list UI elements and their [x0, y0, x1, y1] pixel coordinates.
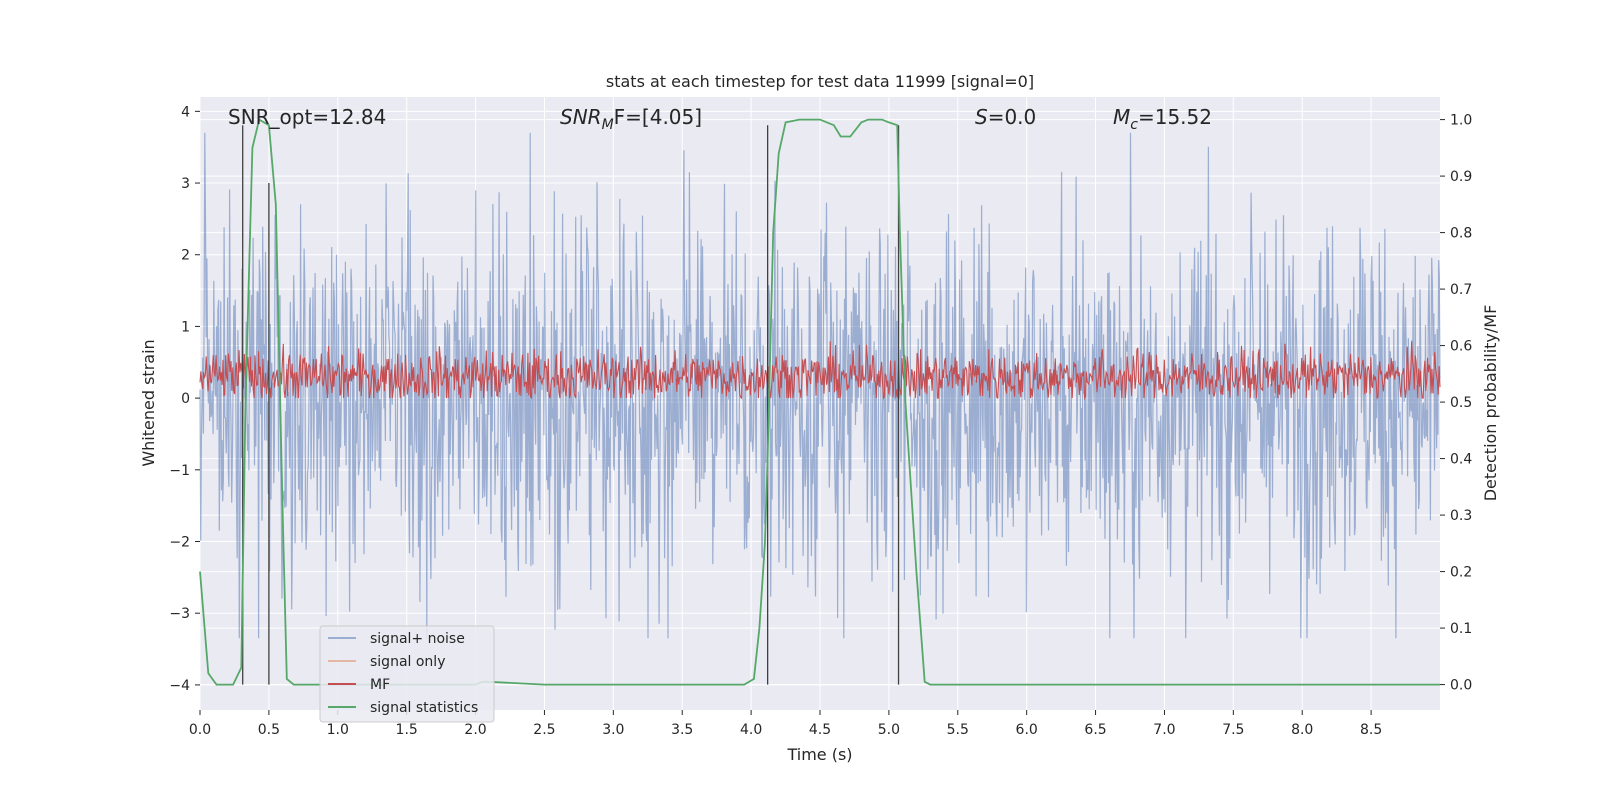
legend-box: [319, 625, 495, 723]
s-value: =0.0: [988, 105, 1037, 129]
mc-sub: c: [1130, 117, 1138, 133]
y-right-tick-label: 1.0: [1450, 113, 1472, 129]
mc-annotation: Mc=15.52: [1113, 105, 1212, 133]
mf-line: [199, 341, 1441, 401]
y-right-tick-label: 0.0: [1450, 678, 1472, 694]
x-tick-label: 0.5: [258, 722, 280, 738]
x-tick-label: 4.5: [809, 722, 831, 738]
y-right-tick-label: 0.4: [1450, 452, 1472, 468]
x-tick-label: 5.0: [878, 722, 900, 738]
y-axis-label: Whitened strain: [139, 339, 158, 466]
legend: signal+ noise signal only MF signal stat…: [319, 625, 495, 723]
y-right-tick-label: 0.6: [1450, 339, 1472, 355]
signal-statistics-line: [199, 118, 1440, 686]
snr-mf-prefix: SNR: [560, 105, 602, 129]
x-tick-label: 5.5: [947, 722, 969, 738]
vertical-markers: [242, 125, 900, 685]
legend-label-statistics: signal statistics: [370, 700, 478, 716]
x-tick-label: 1.5: [396, 722, 418, 738]
mc-value: =15.52: [1138, 105, 1212, 129]
x-tick-label: 7.0: [1153, 722, 1175, 738]
x-tick-label: 3.0: [602, 722, 624, 738]
x-tick-label: 8.5: [1360, 722, 1382, 738]
y-tick-label: 1: [181, 319, 190, 335]
snr-mf-suffix: F=[4.05]: [614, 105, 702, 129]
x-tick-label: 2.5: [533, 722, 555, 738]
y-tick-label: −3: [169, 606, 190, 622]
y-right-tick-label: 0.8: [1450, 226, 1472, 242]
y-tick-label: −4: [169, 678, 190, 694]
x-tick-label: 0.0: [189, 722, 211, 738]
signal-statistics-series: [199, 118, 1440, 686]
s-symbol: S: [975, 105, 988, 129]
y-right-tick-label: 0.5: [1450, 395, 1472, 411]
x-tick-label: 4.0: [740, 722, 762, 738]
s-annotation: S=0.0: [975, 105, 1036, 129]
y-right-tick-label: 0.1: [1450, 621, 1472, 637]
x-tick-label: 1.0: [327, 722, 349, 738]
y-right-axis-ticks: 1.0 0.9 0.8 0.7 0.6 0.5 0.4 0.3 0.2 0.1 0.0: [1440, 113, 1472, 694]
y-tick-label: 4: [181, 104, 190, 120]
snr-opt-annotation: SNR_opt=12.84: [228, 105, 386, 129]
x-axis-ticks: 0.0 0.5 1.0 1.5 2.0 2.5 3.0 3.5 4.0 4.5 5.0 5.5 6.0 6…: [189, 710, 1382, 738]
x-axis-label: Time (s): [786, 745, 852, 764]
mf-series: [199, 341, 1441, 401]
y-tick-label: 2: [181, 248, 190, 264]
mc-symbol: M: [1113, 105, 1130, 129]
y-right-tick-label: 0.2: [1450, 565, 1472, 581]
y-axis-ticks: 4 3 2 1 0 −1 −2 −3 −4: [169, 104, 200, 694]
signal-noise-line: [199, 132, 1441, 639]
y-tick-label: −2: [169, 535, 190, 551]
y-right-tick-label: 0.3: [1450, 508, 1472, 524]
y-right-tick-label: 0.9: [1450, 169, 1472, 185]
snr-mf-annotation: SNRMF=[4.05]: [560, 105, 702, 133]
legend-label-mf: MF: [370, 677, 390, 693]
chart-title: stats at each timestep for test data 119…: [606, 72, 1034, 91]
snr-mf-sub: M: [602, 117, 614, 133]
y-tick-label: −1: [169, 463, 190, 479]
legend-label-noise: signal+ noise: [370, 631, 465, 647]
x-tick-label: 6.5: [1084, 722, 1106, 738]
legend-label-signal-only: signal only: [370, 654, 445, 670]
x-tick-label: 8.0: [1291, 722, 1313, 738]
signal-noise-series: [199, 132, 1441, 639]
x-tick-label: 3.5: [671, 722, 693, 738]
x-tick-label: 6.0: [1016, 722, 1038, 738]
x-tick-label: 2.0: [464, 722, 486, 738]
y-right-tick-label: 0.7: [1450, 282, 1472, 298]
x-tick-label: 7.5: [1222, 722, 1244, 738]
y-tick-label: 3: [181, 176, 190, 192]
y-tick-label: 0: [181, 391, 190, 407]
y-right-axis-label: Detection probability/MF: [1481, 305, 1500, 502]
